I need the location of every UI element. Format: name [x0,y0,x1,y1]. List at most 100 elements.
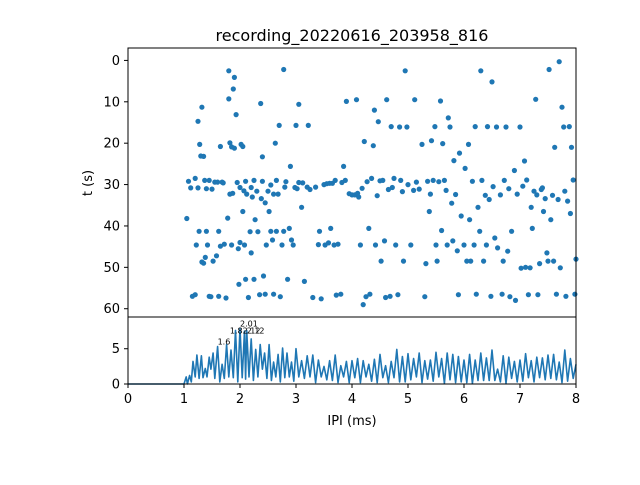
raster-point-145 [361,138,367,145]
raster-point-196 [441,177,447,183]
raster-point-248 [520,183,526,189]
raster-point-280 [565,198,571,204]
raster-point-162 [385,186,391,193]
raster-point-234 [497,192,503,198]
raster-point-51 [236,281,242,287]
raster-point-219 [475,204,481,210]
raster-point-161 [384,97,390,103]
raster-point-149 [367,291,373,297]
raster-point-238 [503,124,509,130]
raster-point-82 [266,208,272,215]
raster-point-257 [533,96,539,102]
raster-point-34 [220,180,226,186]
raster-point-155 [375,119,381,125]
raster-point-151 [370,143,376,149]
raster-point-250 [523,264,529,270]
raster-point-114 [307,186,313,193]
raster-point-127 [331,242,337,248]
raster-point-212 [465,141,472,147]
raster-point-109 [299,204,305,210]
peak-label-2: 1.82.12 [230,326,261,335]
raster-point-92 [276,122,282,128]
raster-point-63 [247,229,253,235]
raster-point-48 [233,112,239,118]
hist-x-tick-label-4: 4 [348,392,356,407]
raster-point-243 [511,167,517,174]
raster-point-69 [252,217,258,223]
peak-label-0: 1.6 [218,338,231,347]
raster-point-181 [419,141,425,147]
raster-point-244 [512,297,519,303]
raster-point-43 [229,242,235,248]
raster-point-14 [201,260,207,266]
raster-point-70 [254,188,260,194]
raster-point-284 [570,177,576,183]
raster-point-232 [493,124,500,130]
raster-point-117 [315,242,321,248]
raster-point-30 [216,293,222,299]
raster-point-274 [556,59,562,65]
raster-point-246 [517,124,523,130]
raster-point-83 [268,182,274,188]
raster-point-107 [296,101,302,107]
raster-point-90 [273,228,279,234]
raster-point-55 [240,143,246,150]
raster-point-45 [230,86,236,92]
raster-point-78 [262,200,268,206]
raster-point-38 [226,68,232,74]
hist-x-tick-label-5: 5 [404,392,412,407]
raster-point-9 [196,228,202,234]
raster-point-260 [537,261,543,267]
raster-point-242 [509,228,515,234]
raster-point-268 [548,217,554,223]
raster-y-tick-label-50: 50 [103,261,120,276]
raster-point-172 [400,258,407,264]
raster-point-72 [257,292,263,298]
raster-point-49 [234,179,240,186]
raster-point-25 [210,258,216,264]
raster-point-201 [449,200,455,206]
raster-point-85 [269,237,276,243]
raster-point-275 [557,265,563,271]
raster-point-266 [545,258,551,264]
hist-x-tick-label-7: 7 [516,392,524,407]
raster-point-271 [552,144,558,150]
raster-point-221 [478,68,484,74]
raster-point-233 [495,245,501,251]
raster-point-16 [202,177,208,183]
raster-point-165 [389,184,395,191]
peak-label-3: 2.12 [247,326,265,335]
peak-label-1: 2.01 [240,319,258,328]
raster-point-35 [221,241,227,247]
raster-point-203 [451,158,457,164]
raster-point-113 [305,122,311,128]
raster-point-37 [225,215,231,221]
raster-point-163 [387,293,393,299]
raster-point-188 [430,177,436,183]
raster-point-0 [184,215,190,222]
raster-point-195 [440,141,446,147]
raster-point-53 [237,239,243,246]
raster-point-62 [245,294,251,301]
raster-point-29 [216,228,222,234]
raster-point-252 [525,292,532,298]
raster-point-202 [450,238,456,244]
raster-point-265 [544,250,550,256]
hist-x-tick-label-6: 6 [460,392,468,407]
raster-point-31 [217,143,223,150]
raster-point-68 [251,276,257,282]
raster-point-76 [259,178,265,184]
raster-point-153 [372,242,379,248]
raster-point-100 [286,225,292,231]
raster-point-65 [248,250,254,256]
raster-point-236 [500,258,506,264]
raster-point-259 [535,292,541,298]
raster-point-74 [258,196,264,202]
hist-x-tick-label-3: 3 [292,392,300,407]
raster-point-184 [425,178,431,184]
raster-point-139 [353,97,360,103]
raster-point-96 [281,228,287,234]
hist-x-tick-label-1: 1 [180,392,188,407]
raster-point-152 [371,107,377,113]
